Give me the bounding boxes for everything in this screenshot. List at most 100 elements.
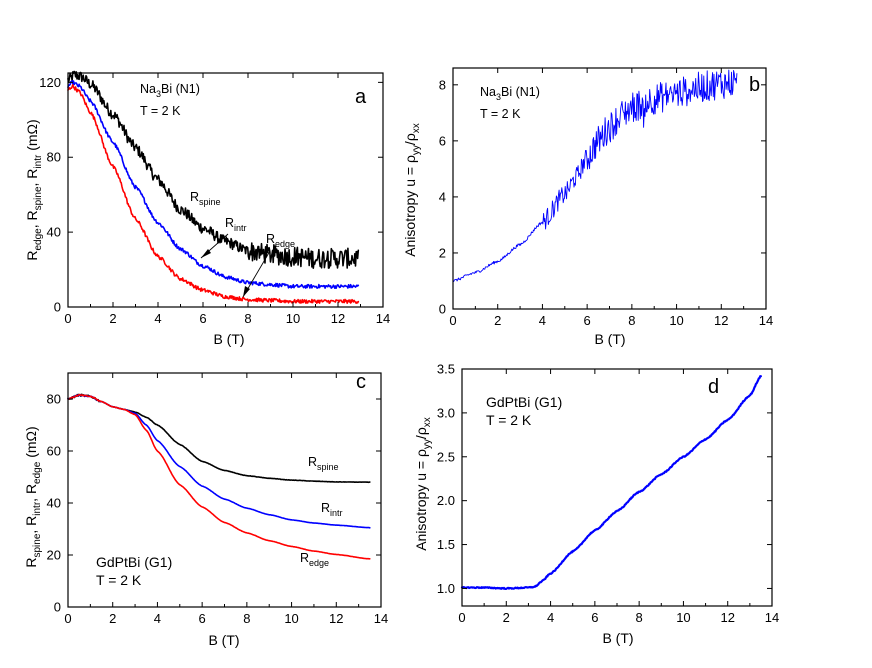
panel-b-x-tick-label: 14 [759,313,773,328]
panel-a-x-tick-label: 12 [331,311,345,326]
panel-d-x-tick-label: 10 [676,610,690,625]
panel-d-x-tick-label: 12 [720,610,734,625]
panel-a-letter: a [355,86,367,108]
panel-c-label-r-spine: Rspine [308,455,339,472]
panel-c-series [67,393,371,560]
panel-b-y-tick-label: 2 [439,245,446,260]
panel-c-y-tick-label: 80 [47,392,61,407]
panel-c-x-tick-label: 14 [374,611,388,626]
panel-b-x-tick-label: 12 [714,313,728,328]
panel-c-axes: 0 2 4 6 8 10 12 14 0 20 40 60 80 [47,372,388,626]
panel-c-series-3 [67,393,371,560]
panel-a-x-tick-label: 2 [109,311,116,326]
panel-b-y-tick-label: 6 [439,133,446,148]
panel-a-x-tick-label: 6 [199,311,206,326]
panel-b: 0 2 4 6 8 10 12 14 0 2 4 6 8 b Na3Bi (N1) T = 2 K B … [402,67,773,347]
panel-b-x-tick-label: 4 [539,313,546,328]
panel-d-series-1 [460,375,762,590]
panel-c: 0 2 4 6 8 10 12 14 0 20 40 60 80 c GdPtBi (G1) T = 2… [23,371,388,648]
panel-a-y-tick-label: 80 [47,150,61,165]
panel-b-y-tick-label: 8 [439,77,446,92]
panel-d-y-tick-label: 2.0 [437,493,455,508]
panel-c-x-tick-label: 12 [329,611,343,626]
panel-a-x-tick-label: 8 [244,311,251,326]
panel-a-sample-label: Na3Bi (N1) [140,82,200,99]
panel-b-temperature-label: T = 2 K [480,107,521,121]
panel-c-label-r-edge: Redge [300,551,329,568]
panel-a-arrow-edge [242,250,271,298]
panel-d-sample-label: GdPtBi (G1) [486,394,562,410]
panel-a-series-2 [67,80,360,289]
panel-c-letter: c [356,371,366,393]
panel-b-x-tick-label: 0 [449,313,456,328]
panel-b-y-tick-label: 4 [439,189,446,204]
panel-a-label-r-intr: Rintr [225,216,247,233]
panel-a-y-tick-label: 0 [54,300,61,315]
panel-a-x-axis-title: B (T) [213,331,244,347]
panel-a-x-tick-label: 0 [64,311,71,326]
panel-a-plot-frame [67,72,384,308]
panel-c-x-axis-title: B (T) [208,632,239,648]
panel-c-x-tick-label: 0 [64,611,71,626]
panel-d-x-tick-label: 6 [591,610,598,625]
panel-a-y-tick-label: 120 [39,75,61,90]
panel-a-series-3 [67,84,360,304]
panel-c-label-r-intr: Rintr [321,501,343,518]
panel-b-series [452,69,738,283]
panel-a-label-r-spine: Rspine [190,190,221,207]
panel-d-series [460,375,762,590]
panel-b-sample-label: Na3Bi (N1) [480,85,540,102]
panel-c-y-axis-title: Rspine, Rintr, Redge (mΩ) [23,426,43,567]
panel-a: 0 2 4 6 8 10 12 14 0 40 80 120 a Na3Bi (N1) T = 2 K… [24,70,390,347]
panel-c-y-tick-label: 40 [47,496,61,511]
panel-a-x-tick-label: 14 [376,311,390,326]
panel-a-arrow-intr [200,233,229,259]
panel-b-series-1 [452,69,738,283]
panel-a-axes: 0 2 4 6 8 10 12 14 0 40 80 120 [39,72,390,326]
panel-c-y-tick-label: 20 [47,548,61,563]
panel-c-y-tick-label: 0 [54,600,61,615]
panel-a-series [67,70,360,304]
panel-d-x-tick-label: 0 [458,610,465,625]
panel-b-x-axis-title: B (T) [594,331,625,347]
panel-b-y-axis-title: Anisotropy u = ρyy/ρxx [402,123,422,257]
panel-c-x-tick-label: 6 [199,611,206,626]
panel-c-temperature-label: T = 2 K [96,572,142,588]
panel-d-x-axis-title: B (T) [602,630,633,646]
panel-d-x-tick-label: 8 [636,610,643,625]
panel-a-label-r-edge: Redge [266,232,295,249]
panel-d-axes: 0 2 4 6 8 10 12 14 1.0 1.5 2.0 2.5 3.0 3.5 [437,362,779,626]
panel-a-x-tick-label: 4 [154,311,161,326]
panel-b-letter: b [749,74,760,96]
panel-b-x-tick-label: 10 [669,313,683,328]
panel-d-y-tick-label: 2.5 [437,449,455,464]
panel-a-temperature-label: T = 2 K [140,104,181,118]
panel-c-x-tick-label: 10 [284,611,298,626]
panel-b-plot-frame [452,67,767,310]
panel-a-series-1 [67,70,360,269]
panel-d-y-tick-label: 3.5 [437,362,455,377]
panel-d-x-tick-label: 2 [503,610,510,625]
panel-d-temperature-label: T = 2 K [486,412,532,428]
panel-d-x-tick-label: 14 [765,610,779,625]
panel-a-y-tick-label: 40 [47,225,61,240]
panel-d-y-tick-label: 1.0 [437,581,455,596]
panel-b-x-tick-label: 6 [584,313,591,328]
panel-c-y-tick-label: 60 [47,444,61,459]
panel-b-axes: 0 2 4 6 8 10 12 14 0 2 4 6 8 [439,67,773,328]
panel-c-sample-label: GdPtBi (G1) [96,554,172,570]
panel-b-x-tick-label: 8 [628,313,635,328]
panel-d: 0 2 4 6 8 10 12 14 1.0 1.5 2.0 2.5 3.0 3.5 d GdPtBi (… [413,362,779,647]
panel-d-letter: d [708,376,719,398]
panel-c-x-tick-label: 8 [243,611,250,626]
panel-b-x-tick-label: 2 [494,313,501,328]
panel-a-x-tick-label: 10 [286,311,300,326]
panel-d-y-axis-title: Anisotropy u = ρyy/ρxx [413,417,433,551]
panel-a-y-axis-title: Redge, Rspine, Rintr (mΩ) [24,119,44,260]
panel-c-x-tick-label: 2 [109,611,116,626]
panel-d-y-tick-label: 3.0 [437,405,455,420]
panel-c-x-tick-label: 4 [154,611,161,626]
panel-b-y-tick-label: 0 [439,302,446,317]
panel-d-y-tick-label: 1.5 [437,537,455,552]
